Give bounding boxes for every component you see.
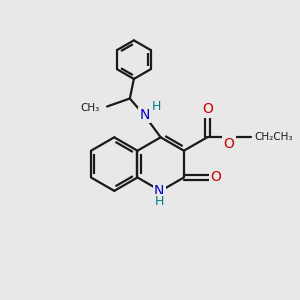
Text: O: O [202,103,213,116]
Text: H: H [154,195,164,208]
Text: N: N [154,184,164,198]
Text: O: O [224,136,235,151]
Text: O: O [210,169,221,184]
Text: CH₃: CH₃ [81,103,100,113]
Text: CH₂CH₃: CH₂CH₃ [254,132,292,142]
Text: N: N [139,108,150,122]
Text: H: H [152,100,161,113]
